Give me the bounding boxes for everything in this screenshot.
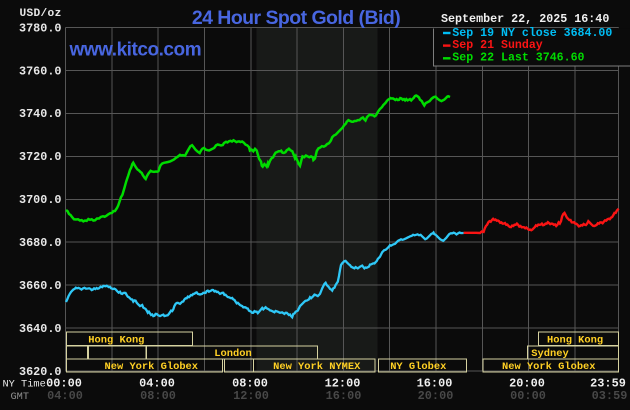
svg-text:NY Time: NY Time xyxy=(3,379,46,391)
svg-text:New York NYMEX: New York NYMEX xyxy=(273,361,361,373)
svg-text:Sep 22 Last 3746.60: Sep 22 Last 3746.60 xyxy=(452,52,584,65)
svg-text:20:00: 20:00 xyxy=(418,389,454,403)
svg-text:3780.0: 3780.0 xyxy=(19,21,61,35)
svg-text:08:00: 08:00 xyxy=(232,377,268,391)
svg-text:04:00: 04:00 xyxy=(47,389,83,403)
svg-text:New York Globex: New York Globex xyxy=(105,361,199,373)
svg-text:NY Globex: NY Globex xyxy=(390,361,446,373)
svg-text:00:00: 00:00 xyxy=(510,389,546,403)
svg-text:12:00: 12:00 xyxy=(325,377,361,391)
svg-text:Hong Kong: Hong Kong xyxy=(88,334,144,346)
svg-text:16:00: 16:00 xyxy=(326,389,362,403)
svg-text:3740.0: 3740.0 xyxy=(19,107,61,121)
svg-text:23:59: 23:59 xyxy=(590,377,626,391)
svg-text:Sep 21 Sunday: Sep 21 Sunday xyxy=(452,39,542,52)
svg-text:3620.0: 3620.0 xyxy=(19,365,61,379)
svg-text:Sydney: Sydney xyxy=(531,348,569,360)
svg-text:3720.0: 3720.0 xyxy=(19,150,61,164)
svg-text:3660.0: 3660.0 xyxy=(19,279,61,293)
svg-text:September 22, 2025 16:40: September 22, 2025 16:40 xyxy=(441,12,609,26)
svg-text:3760.0: 3760.0 xyxy=(19,64,61,78)
svg-text:London: London xyxy=(214,348,251,360)
svg-text:03:59: 03:59 xyxy=(592,389,628,403)
svg-text:24 Hour Spot Gold (Bid): 24 Hour Spot Gold (Bid) xyxy=(192,7,400,29)
svg-text:3680.0: 3680.0 xyxy=(19,236,61,250)
svg-text:Sep 19 NY close 3684.00: Sep 19 NY close 3684.00 xyxy=(452,27,612,40)
svg-text:www.kitco.com: www.kitco.com xyxy=(69,40,202,61)
svg-text:Hong Kong: Hong Kong xyxy=(547,334,603,346)
svg-text:00:00: 00:00 xyxy=(46,377,82,391)
svg-text:New York Globex: New York Globex xyxy=(502,361,596,373)
svg-text:GMT: GMT xyxy=(11,391,30,403)
svg-text:USD/oz: USD/oz xyxy=(20,8,62,20)
svg-text:16:00: 16:00 xyxy=(417,377,453,391)
svg-text:20:00: 20:00 xyxy=(509,377,545,391)
svg-text:08:00: 08:00 xyxy=(140,389,176,403)
svg-text:3640.0: 3640.0 xyxy=(19,322,61,336)
svg-text:12:00: 12:00 xyxy=(233,389,269,403)
svg-text:3700.0: 3700.0 xyxy=(19,193,61,207)
svg-text:04:00: 04:00 xyxy=(139,377,175,391)
